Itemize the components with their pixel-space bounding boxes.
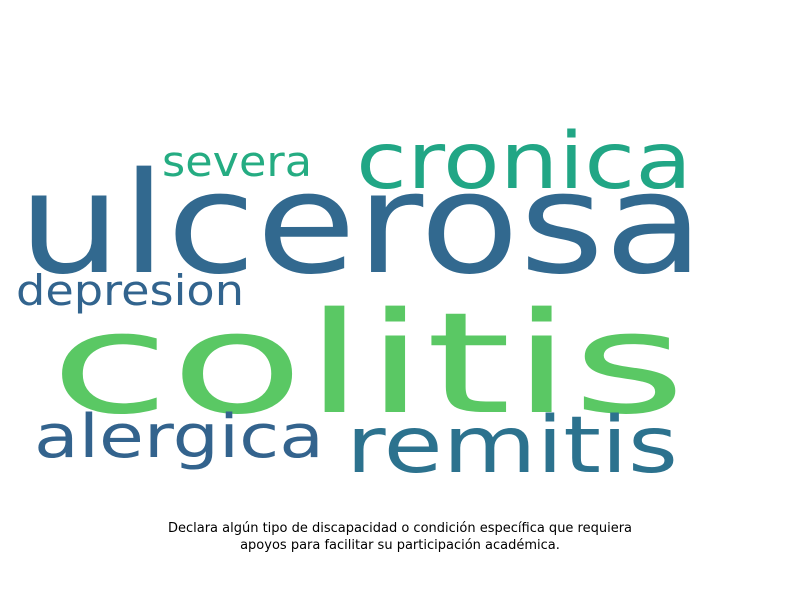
word-cronica: cronica — [356, 117, 692, 207]
chart-caption: Declara algún tipo de discapacidad o con… — [167, 521, 633, 553]
word-alergica: alergica — [34, 402, 324, 472]
word-depresion: depresion — [16, 266, 244, 315]
word-ulcerosa: ulcerosa — [18, 143, 704, 306]
word-remitis: remitis — [346, 401, 678, 491]
word-colitis: colitis — [50, 283, 686, 446]
word-severa: severa — [162, 137, 312, 186]
